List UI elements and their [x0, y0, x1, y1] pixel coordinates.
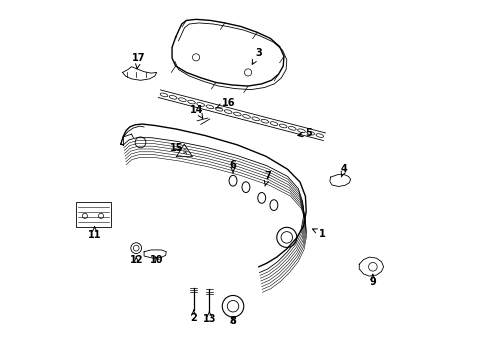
Text: 7: 7	[264, 171, 271, 186]
Text: 13: 13	[202, 311, 216, 324]
Text: 6: 6	[229, 160, 236, 173]
Text: 11: 11	[88, 226, 101, 239]
Bar	[76, 202, 111, 226]
Text: 9: 9	[369, 274, 375, 287]
Text: 10: 10	[150, 255, 163, 265]
Text: 16: 16	[216, 98, 235, 108]
Text: 8: 8	[229, 316, 236, 325]
Text: 14: 14	[190, 105, 203, 118]
Text: 12: 12	[129, 255, 142, 265]
Text: 5: 5	[297, 129, 311, 138]
Text: 4: 4	[340, 164, 347, 177]
Text: 3: 3	[252, 48, 262, 64]
Text: ℝ: ℝ	[182, 150, 186, 155]
Text: 15: 15	[170, 143, 183, 153]
Text: 1: 1	[312, 229, 325, 239]
Text: 2: 2	[190, 310, 197, 323]
Text: 17: 17	[132, 53, 145, 69]
